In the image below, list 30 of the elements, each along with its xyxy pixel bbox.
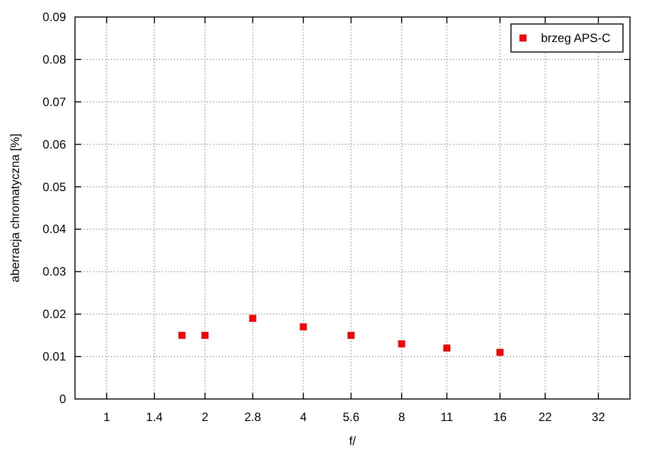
- y-tick-label: 0.06: [42, 137, 66, 152]
- y-tick-label: 0.01: [42, 350, 66, 364]
- y-tick-label: 0.04: [42, 222, 66, 236]
- y-tick-label: 0.03: [42, 264, 66, 279]
- y-tick-label: 0.08: [42, 52, 66, 66]
- legend-label: brzeg APS-C: [541, 31, 611, 45]
- point: [249, 314, 256, 322]
- x-tick-label: 8: [398, 410, 406, 424]
- y-tick-label: 0.05: [42, 180, 66, 194]
- y-tick-label: 0.02: [42, 307, 66, 322]
- x-tick-label: 1.4: [146, 410, 164, 424]
- point: [348, 332, 355, 339]
- x-axis-title: f/: [349, 434, 356, 448]
- y-tick-label: 0: [59, 392, 66, 406]
- y-tick-label: 0.07: [42, 94, 66, 109]
- y-tick-label: 0.09: [42, 10, 66, 24]
- x-tick-label: 2: [202, 410, 209, 424]
- y-axis-title: aberracja chromatyczna [%]: [8, 134, 22, 282]
- x-tick-label: 11: [440, 410, 454, 424]
- x-tick-label: 16: [493, 410, 507, 424]
- x-tick-label: 2.8: [244, 410, 262, 424]
- point: [300, 323, 307, 330]
- point: [398, 340, 406, 348]
- point: [201, 332, 208, 339]
- point: [496, 348, 504, 356]
- x-tick-label: 4: [300, 410, 307, 424]
- x-tick-label: 1: [103, 410, 110, 424]
- x-tick-label: 5.6: [342, 410, 360, 424]
- x-tick-label: 32: [592, 410, 606, 424]
- x-tick-label: 22: [538, 410, 552, 424]
